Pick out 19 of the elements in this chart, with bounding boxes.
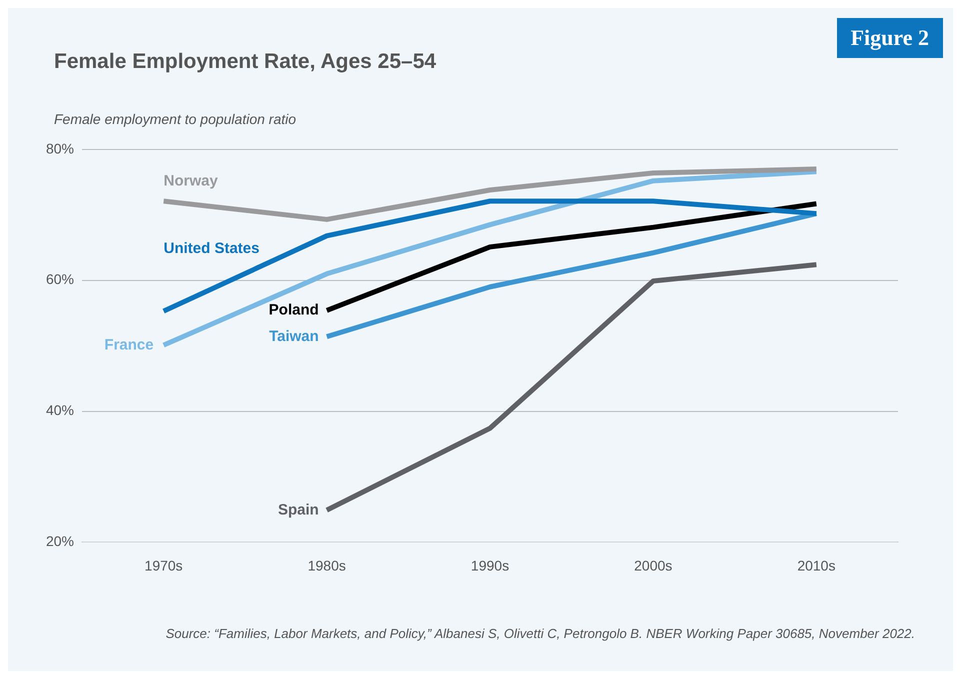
series-label: United States bbox=[164, 240, 260, 258]
x-tick-label: 1990s bbox=[470, 557, 510, 574]
series-label: Spain bbox=[278, 501, 319, 518]
series-label: Poland bbox=[268, 302, 319, 319]
x-tick-label: 2000s bbox=[634, 557, 672, 574]
y-tick-label: 60% bbox=[46, 271, 74, 288]
series-label: Taiwan bbox=[269, 328, 319, 345]
series-label: France bbox=[104, 336, 154, 354]
y-tick-label: 80% bbox=[46, 140, 74, 156]
y-axis-title: Female employment to population ratio bbox=[54, 111, 296, 127]
x-tick-label: 1970s bbox=[144, 557, 183, 574]
y-tick-label: 40% bbox=[46, 402, 74, 418]
source-note: Source: “Families, Labor Markets, and Policy,” Albanesi S, Olivetti C, Petrongolo B. NBER Working Paper 30685, November 2022. bbox=[166, 626, 915, 641]
x-tick-label: 2010s bbox=[797, 557, 836, 574]
x-tick-label: 1980s bbox=[308, 557, 346, 574]
y-tick-label: 20% bbox=[46, 533, 74, 550]
series-label: Norway bbox=[164, 172, 218, 190]
chart-title: Female Employment Rate, Ages 25–54 bbox=[54, 50, 436, 74]
caption: Figure 2 bbox=[836, 18, 943, 58]
